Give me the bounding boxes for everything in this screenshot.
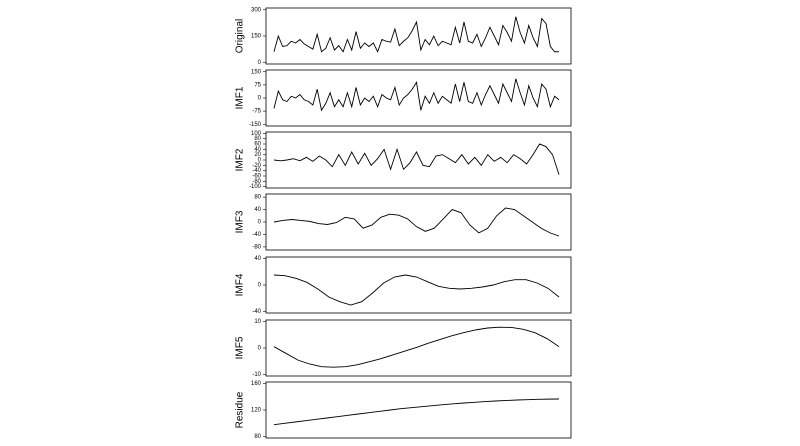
y-axis-title: IMF1 <box>235 86 246 109</box>
y-tick-label: 20 <box>254 152 261 158</box>
y-tick-label: 0 <box>258 96 262 102</box>
y-tick-label: -40 <box>252 309 261 315</box>
y-tick-label: -80 <box>252 244 261 250</box>
y-tick-label: -60 <box>252 174 261 180</box>
series-line <box>273 398 560 426</box>
y-tick-label: 80 <box>254 136 261 142</box>
y-tick-label: -80 <box>252 179 261 185</box>
y-tick-label: 75 <box>254 82 261 88</box>
y-axis-title: Residue <box>235 391 246 428</box>
y-tick-label: 150 <box>251 34 262 40</box>
panel-frame <box>265 319 572 377</box>
y-tick-label: 0 <box>258 158 262 164</box>
y-tick-label: -40 <box>252 168 261 174</box>
series-line <box>273 143 560 175</box>
y-tick-label: 10 <box>254 319 261 325</box>
y-tick-label: 80 <box>254 195 261 201</box>
y-tick-label: 0 <box>258 283 262 289</box>
y-tick-label: -20 <box>252 163 261 169</box>
y-tick-label: 0 <box>258 220 262 226</box>
y-tick-label: 0 <box>258 60 262 66</box>
y-tick-label: -150 <box>249 122 262 128</box>
series-line <box>273 207 560 237</box>
y-axis-title: IMF3 <box>235 210 246 233</box>
y-tick-label: 40 <box>254 147 261 153</box>
y-tick-label: 300 <box>251 7 262 13</box>
y-tick-label: 40 <box>254 256 261 262</box>
y-tick-label: 60 <box>254 142 261 148</box>
series-line <box>273 274 560 306</box>
panel-frame <box>265 131 572 189</box>
panel-frame <box>265 381 572 439</box>
y-tick-label: 150 <box>251 69 262 75</box>
y-tick-label: 160 <box>251 381 262 387</box>
y-tick-label: 100 <box>251 131 262 137</box>
series-line <box>273 78 560 112</box>
series-line <box>273 16 559 53</box>
y-axis-title: Original <box>235 19 246 53</box>
y-tick-label: 0 <box>258 346 262 352</box>
y-tick-label: -100 <box>249 184 262 190</box>
series-line <box>273 326 560 368</box>
y-tick-label: 120 <box>251 408 262 414</box>
y-tick-label: -40 <box>252 232 261 238</box>
y-axis-title: IMF4 <box>235 273 246 296</box>
y-axis-title: IMF2 <box>235 148 246 171</box>
y-tick-label: -10 <box>252 372 261 378</box>
y-tick-label: -75 <box>252 109 261 115</box>
y-tick-label: 40 <box>254 207 261 213</box>
y-tick-label: 80 <box>254 434 261 440</box>
y-axis-title: IMF5 <box>235 336 246 359</box>
